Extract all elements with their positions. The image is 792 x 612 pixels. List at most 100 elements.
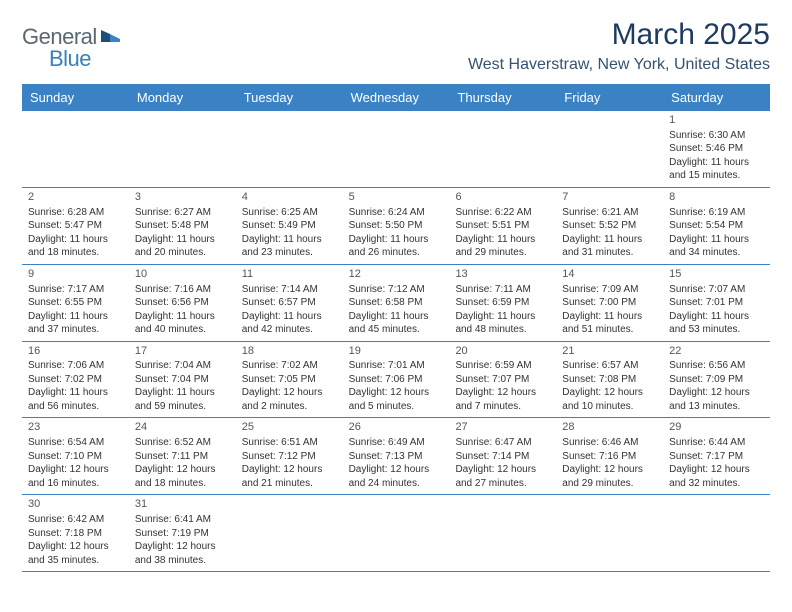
daylight-line: Daylight: 12 hours and 13 minutes. [669, 386, 764, 413]
sunset-line: Sunset: 6:59 PM [455, 296, 550, 310]
day-cell: 9Sunrise: 7:17 AMSunset: 6:55 PMDaylight… [22, 265, 129, 341]
week-row: 30Sunrise: 6:42 AMSunset: 7:18 PMDayligh… [22, 495, 770, 572]
sunset-line: Sunset: 6:57 PM [242, 296, 337, 310]
daylight-line: Daylight: 11 hours and 29 minutes. [455, 233, 550, 260]
day-cell: 1Sunrise: 6:30 AMSunset: 5:46 PMDaylight… [663, 111, 770, 187]
day-cell: 29Sunrise: 6:44 AMSunset: 7:17 PMDayligh… [663, 418, 770, 494]
day-cell: 14Sunrise: 7:09 AMSunset: 7:00 PMDayligh… [556, 265, 663, 341]
daylight-line: Daylight: 12 hours and 10 minutes. [562, 386, 657, 413]
day-cell: 17Sunrise: 7:04 AMSunset: 7:04 PMDayligh… [129, 342, 236, 418]
sunrise-line: Sunrise: 7:07 AM [669, 283, 764, 297]
sunset-line: Sunset: 7:12 PM [242, 450, 337, 464]
day-cell: 4Sunrise: 6:25 AMSunset: 5:49 PMDaylight… [236, 188, 343, 264]
daylight-line: Daylight: 11 hours and 48 minutes. [455, 310, 550, 337]
daylight-line: Daylight: 12 hours and 16 minutes. [28, 463, 123, 490]
day-cell: 8Sunrise: 6:19 AMSunset: 5:54 PMDaylight… [663, 188, 770, 264]
day-cell: 22Sunrise: 6:56 AMSunset: 7:09 PMDayligh… [663, 342, 770, 418]
daylight-line: Daylight: 12 hours and 38 minutes. [135, 540, 230, 567]
daylight-line: Daylight: 11 hours and 42 minutes. [242, 310, 337, 337]
sunrise-line: Sunrise: 7:02 AM [242, 359, 337, 373]
day-cell-empty [22, 111, 129, 187]
week-row: 9Sunrise: 7:17 AMSunset: 6:55 PMDaylight… [22, 265, 770, 342]
day-cell-empty [556, 495, 663, 571]
sunrise-line: Sunrise: 7:01 AM [349, 359, 444, 373]
day-header-monday: Monday [129, 84, 236, 111]
day-cell: 25Sunrise: 6:51 AMSunset: 7:12 PMDayligh… [236, 418, 343, 494]
day-number: 17 [135, 344, 230, 359]
sunrise-line: Sunrise: 6:22 AM [455, 206, 550, 220]
day-number: 22 [669, 344, 764, 359]
brand-blue-text-wrap: Blue [50, 46, 91, 72]
day-header-saturday: Saturday [663, 84, 770, 111]
day-number: 27 [455, 420, 550, 435]
day-cell: 11Sunrise: 7:14 AMSunset: 6:57 PMDayligh… [236, 265, 343, 341]
daylight-line: Daylight: 11 hours and 56 minutes. [28, 386, 123, 413]
day-number: 6 [455, 190, 550, 205]
sunrise-line: Sunrise: 6:47 AM [455, 436, 550, 450]
day-number: 4 [242, 190, 337, 205]
day-cell: 24Sunrise: 6:52 AMSunset: 7:11 PMDayligh… [129, 418, 236, 494]
day-cell: 19Sunrise: 7:01 AMSunset: 7:06 PMDayligh… [343, 342, 450, 418]
sunset-line: Sunset: 7:05 PM [242, 373, 337, 387]
day-cell-empty [449, 111, 556, 187]
day-header-sunday: Sunday [22, 84, 129, 111]
day-cell: 21Sunrise: 6:57 AMSunset: 7:08 PMDayligh… [556, 342, 663, 418]
sunset-line: Sunset: 7:02 PM [28, 373, 123, 387]
day-cell: 18Sunrise: 7:02 AMSunset: 7:05 PMDayligh… [236, 342, 343, 418]
day-header-tuesday: Tuesday [236, 84, 343, 111]
day-number: 29 [669, 420, 764, 435]
day-cell: 31Sunrise: 6:41 AMSunset: 7:19 PMDayligh… [129, 495, 236, 571]
day-number: 21 [562, 344, 657, 359]
weeks-container: 1Sunrise: 6:30 AMSunset: 5:46 PMDaylight… [22, 111, 770, 572]
daylight-line: Daylight: 11 hours and 40 minutes. [135, 310, 230, 337]
calendar-page: General March 2025 West Haverstraw, New … [0, 0, 792, 572]
sunset-line: Sunset: 5:51 PM [455, 219, 550, 233]
day-cell-empty [236, 495, 343, 571]
sunrise-line: Sunrise: 6:19 AM [669, 206, 764, 220]
sunset-line: Sunset: 5:46 PM [669, 142, 764, 156]
sunset-line: Sunset: 6:58 PM [349, 296, 444, 310]
sunrise-line: Sunrise: 6:59 AM [455, 359, 550, 373]
day-number: 14 [562, 267, 657, 282]
daylight-line: Daylight: 12 hours and 32 minutes. [669, 463, 764, 490]
sunset-line: Sunset: 5:50 PM [349, 219, 444, 233]
day-number: 13 [455, 267, 550, 282]
daylight-line: Daylight: 11 hours and 51 minutes. [562, 310, 657, 337]
week-row: 16Sunrise: 7:06 AMSunset: 7:02 PMDayligh… [22, 342, 770, 419]
daylight-line: Daylight: 11 hours and 15 minutes. [669, 156, 764, 183]
day-cell: 26Sunrise: 6:49 AMSunset: 7:13 PMDayligh… [343, 418, 450, 494]
day-cell-empty [556, 111, 663, 187]
day-header-wednesday: Wednesday [343, 84, 450, 111]
daylight-line: Daylight: 12 hours and 7 minutes. [455, 386, 550, 413]
sunrise-line: Sunrise: 6:57 AM [562, 359, 657, 373]
day-cell: 6Sunrise: 6:22 AMSunset: 5:51 PMDaylight… [449, 188, 556, 264]
day-number: 28 [562, 420, 657, 435]
day-cell-empty [343, 495, 450, 571]
daylight-line: Daylight: 11 hours and 45 minutes. [349, 310, 444, 337]
daylight-line: Daylight: 12 hours and 29 minutes. [562, 463, 657, 490]
day-cell: 28Sunrise: 6:46 AMSunset: 7:16 PMDayligh… [556, 418, 663, 494]
daylight-line: Daylight: 12 hours and 5 minutes. [349, 386, 444, 413]
sunrise-line: Sunrise: 7:11 AM [455, 283, 550, 297]
sunset-line: Sunset: 5:54 PM [669, 219, 764, 233]
day-cell: 13Sunrise: 7:11 AMSunset: 6:59 PMDayligh… [449, 265, 556, 341]
day-cell: 16Sunrise: 7:06 AMSunset: 7:02 PMDayligh… [22, 342, 129, 418]
day-number: 9 [28, 267, 123, 282]
day-number: 25 [242, 420, 337, 435]
day-number: 16 [28, 344, 123, 359]
sunset-line: Sunset: 5:48 PM [135, 219, 230, 233]
sunrise-line: Sunrise: 6:21 AM [562, 206, 657, 220]
sunset-line: Sunset: 7:04 PM [135, 373, 230, 387]
day-number: 3 [135, 190, 230, 205]
day-cell: 23Sunrise: 6:54 AMSunset: 7:10 PMDayligh… [22, 418, 129, 494]
sunset-line: Sunset: 7:14 PM [455, 450, 550, 464]
daylight-line: Daylight: 11 hours and 53 minutes. [669, 310, 764, 337]
day-number: 20 [455, 344, 550, 359]
sunset-line: Sunset: 7:18 PM [28, 527, 123, 541]
day-headers-row: SundayMondayTuesdayWednesdayThursdayFrid… [22, 84, 770, 111]
day-cell: 30Sunrise: 6:42 AMSunset: 7:18 PMDayligh… [22, 495, 129, 571]
sunset-line: Sunset: 7:11 PM [135, 450, 230, 464]
sunrise-line: Sunrise: 6:30 AM [669, 129, 764, 143]
day-number: 7 [562, 190, 657, 205]
day-cell-empty [236, 111, 343, 187]
